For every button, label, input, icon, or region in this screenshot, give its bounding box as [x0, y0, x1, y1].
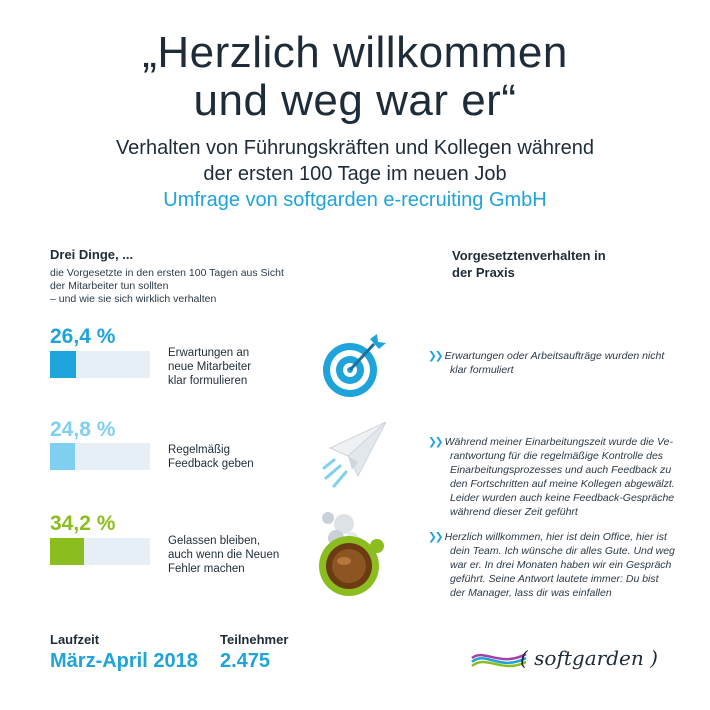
quote-line: Während meiner Einarbeitungszeit wurde d…	[444, 436, 674, 448]
quote-line: Leider wurden auch keine Feedback-Gesprä…	[450, 492, 675, 504]
right-heading-line: der Praxis	[452, 265, 515, 280]
right-heading-line: Vorgesetztenverhalten in	[452, 248, 606, 263]
bar-track	[50, 351, 150, 378]
subtitle-line2: der ersten 100 Tage im neuen Job	[203, 163, 507, 185]
quote-line: rantwortung für die regelmäßige Kontroll…	[450, 450, 664, 462]
participants-label: Teilnehmer	[220, 632, 289, 647]
quote-line: Herzlich willkommen, hier ist dein Offic…	[444, 531, 667, 543]
page-title-line2: und weg war er“	[193, 76, 517, 125]
bar-category-line: auch wenn die Neuen	[168, 549, 280, 561]
bar-category-line: klar formulieren	[168, 375, 248, 387]
description-line: – und wie sie sich wirklich verhalten	[50, 293, 217, 305]
softgarden-logo: ( softgarden )	[470, 640, 670, 680]
bar-category-line: Gelassen bleiben,	[168, 535, 261, 547]
bar-track	[50, 443, 150, 470]
subtitle-line1: Verhalten von Führungskräften und Kolleg…	[115, 137, 595, 159]
quote-mark-icon: ❯❯	[428, 436, 444, 448]
logo-swoosh-icon	[471, 652, 527, 668]
quote-mark-icon: ❯❯	[428, 350, 444, 362]
left-heading: Drei Dinge, ...	[50, 247, 134, 262]
quote-line: Einarbeitungsprozesses und auch Feedback…	[450, 464, 672, 476]
coffee-cup-icon	[314, 508, 394, 598]
survey-line: Umfrage von softgarden e-recruiting GmbH	[163, 189, 547, 211]
bar-category-line: Feedback geben	[168, 458, 254, 470]
bar	[50, 351, 77, 378]
bar-value-label: 34,2 %	[50, 512, 116, 535]
quote-line: war er. In drei Monaten haben wir ein Ge…	[450, 559, 672, 571]
participants-value: 2.475	[220, 650, 271, 672]
quote-line: klar formuliert	[450, 364, 514, 376]
paper-plane-icon	[318, 418, 393, 493]
quote-line: geführt. Seine Antwort lautete immer: Du…	[450, 573, 659, 585]
quote-block: ❯❯ Herzlich willkommen, hier ist dein Off…	[428, 530, 683, 600]
quote-line: Erwartungen oder Arbeitsaufträge wurden …	[444, 350, 665, 362]
bar-category-label: Gelassen bleiben, auch wenn die Neuen Fe…	[168, 534, 279, 576]
bar-value-label: 26,4 %	[50, 325, 116, 348]
bar-category-label: Erwartungen an neue Mitarbeiter klar for…	[168, 346, 251, 388]
bar-category-line: neue Mitarbeiter	[168, 361, 252, 373]
quote-line: den Fortschritten auf meine Kollegen abg…	[450, 478, 675, 490]
bar-category-line: Erwartungen an	[168, 347, 250, 359]
bar-track	[50, 538, 150, 565]
description-line: die Vorgesetzte in den ersten 100 Tagen …	[50, 267, 284, 279]
quote-mark-icon: ❯❯	[428, 531, 444, 543]
right-heading: Vorgesetztenverhalten in der Praxis	[452, 247, 652, 281]
quote-block: ❯❯ Während meiner Einarbeitungszeit wurde…	[428, 435, 683, 519]
quote-line: der Manager, lass dir was einfallen	[450, 587, 612, 599]
bar-category-line: Regelmäßig	[168, 444, 230, 456]
left-description: die Vorgesetzte in den ersten 100 Tagen …	[50, 267, 320, 306]
logo-text: ( softgarden )	[520, 646, 658, 670]
bar-value-label: 24,8 %	[50, 418, 116, 441]
description-line: der Mitarbeiter tun sollten	[50, 280, 169, 292]
bar-category-line: Fehler machen	[168, 563, 245, 575]
bar	[50, 443, 75, 470]
target-icon	[320, 330, 390, 400]
runtime-label: Laufzeit	[50, 632, 100, 647]
bar-category-label: Regelmäßig Feedback geben	[168, 443, 254, 471]
quote-line: während dieser Zeit geführt	[450, 506, 578, 518]
quote-block: ❯❯ Erwartungen oder Arbeitsaufträge wurde…	[428, 349, 678, 377]
runtime-value: März-April 2018	[50, 650, 198, 672]
quote-line: dein Team. Ich wünsche dir alles Gute. U…	[450, 545, 675, 557]
page-title-line1: „Herzlich willkommen	[142, 28, 568, 77]
bar	[50, 538, 85, 565]
